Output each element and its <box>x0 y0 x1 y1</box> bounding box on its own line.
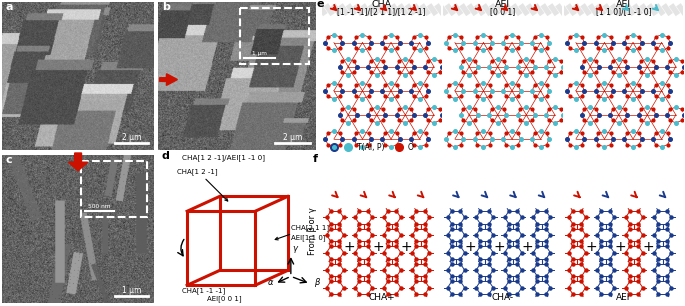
Bar <box>81 161 147 217</box>
Text: f: f <box>312 154 317 164</box>
Text: [0 0 1]: [0 0 1] <box>490 7 515 16</box>
Text: e: e <box>316 0 323 9</box>
Text: [1 -1 -1]/[2 1 1]/[1 2 -1]: [1 -1 -1]/[2 1 1]/[1 2 -1] <box>337 7 426 16</box>
Text: γ: γ <box>292 244 297 253</box>
Text: α: α <box>268 278 274 287</box>
Text: +: + <box>614 240 625 254</box>
Text: O: O <box>408 143 414 152</box>
Text: 2 μm: 2 μm <box>283 132 302 142</box>
Text: +: + <box>493 240 505 254</box>
Text: CHA[1 2 -1]: CHA[1 2 -1] <box>177 168 227 201</box>
Text: +: + <box>344 240 356 254</box>
Text: AEI: AEI <box>616 1 631 9</box>
Text: [1 1 0]/[1 -1 0]: [1 1 0]/[1 -1 0] <box>596 7 651 16</box>
Text: +: + <box>401 240 412 254</box>
Text: AEI: AEI <box>616 293 631 302</box>
Text: AEI: AEI <box>495 1 510 9</box>
Text: 1 μm: 1 μm <box>122 285 141 295</box>
Text: CHA[1 -1 -1]: CHA[1 -1 -1] <box>182 288 225 294</box>
Text: 1 μm: 1 μm <box>251 50 266 56</box>
Text: β: β <box>314 278 319 287</box>
Text: +: + <box>643 240 654 254</box>
Text: a: a <box>5 2 13 12</box>
Text: CHA[2 1 1]: CHA[2 1 1] <box>275 224 329 240</box>
Text: CHA+: CHA+ <box>369 293 395 302</box>
Text: From β or γ: From β or γ <box>308 208 317 256</box>
Text: c: c <box>5 155 12 165</box>
Text: d: d <box>161 151 169 162</box>
Text: CHA: CHA <box>371 1 392 9</box>
Text: +: + <box>372 240 384 254</box>
Text: 2 μm: 2 μm <box>122 132 141 142</box>
Text: CHA-: CHA- <box>491 293 514 302</box>
Text: 500 nm: 500 nm <box>88 203 110 209</box>
Text: +: + <box>464 240 476 254</box>
Text: +: + <box>522 240 534 254</box>
Text: AEI[1 1 0]: AEI[1 1 0] <box>291 234 325 241</box>
Text: b: b <box>162 2 170 12</box>
Text: T(Al, P): T(Al, P) <box>356 143 384 152</box>
Text: CHA[1 2 -1]/AEI[1 -1 0]: CHA[1 2 -1]/AEI[1 -1 0] <box>182 155 265 161</box>
Text: AEI[0 0 1]: AEI[0 0 1] <box>208 295 242 302</box>
Text: +: + <box>586 240 597 254</box>
Bar <box>240 8 309 64</box>
